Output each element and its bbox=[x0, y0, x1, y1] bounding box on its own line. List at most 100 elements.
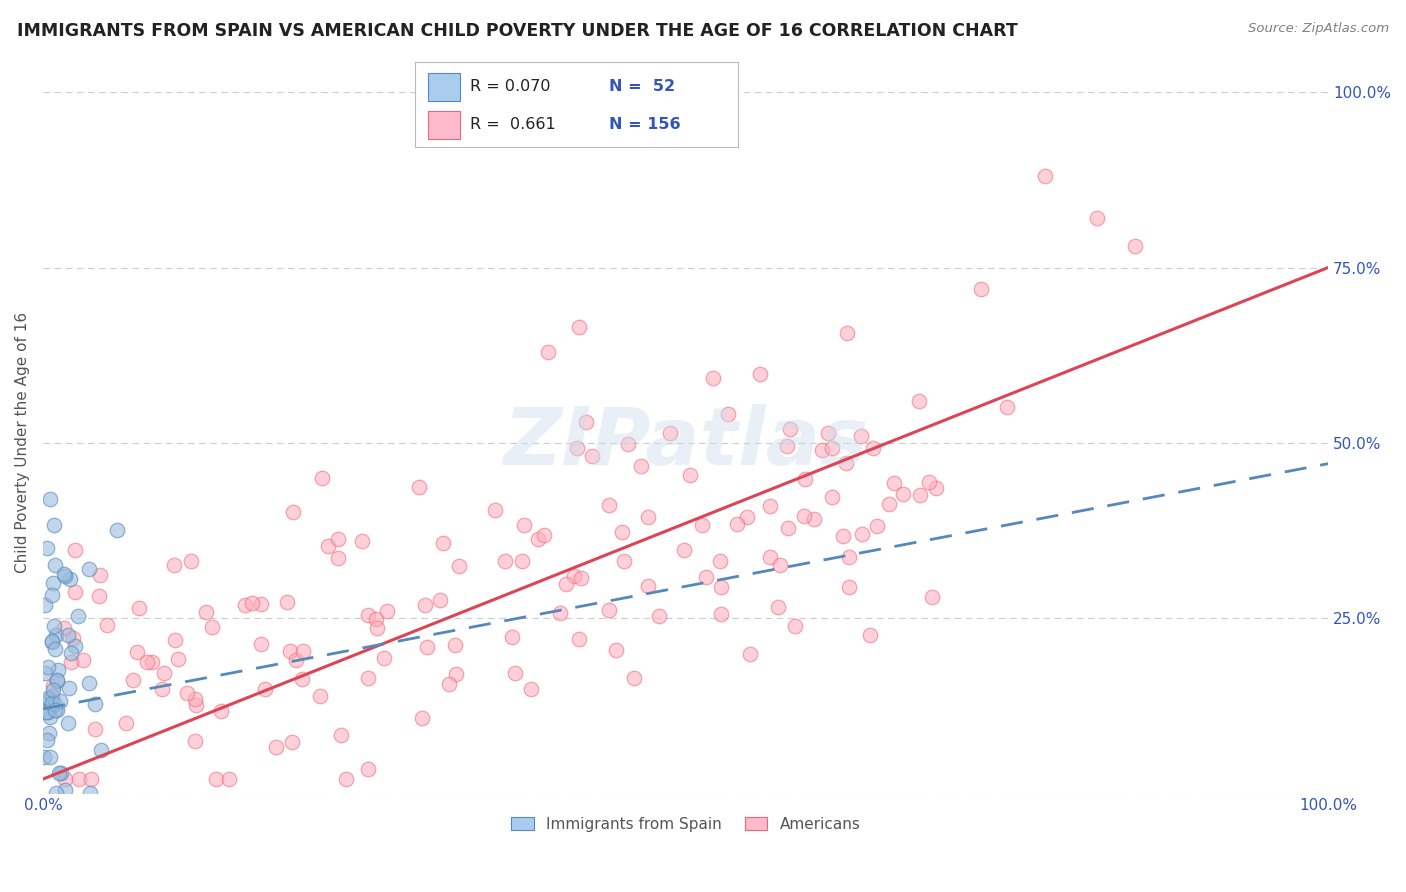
Point bbox=[429, 592, 451, 607]
Point bbox=[41, 633, 63, 648]
Point bbox=[565, 441, 588, 455]
Point bbox=[67, 772, 90, 786]
Point bbox=[53, 569, 76, 583]
Point bbox=[735, 509, 758, 524]
Point bbox=[835, 457, 858, 471]
Point bbox=[891, 486, 914, 500]
Point bbox=[39, 696, 62, 710]
Point bbox=[851, 526, 873, 541]
Point bbox=[432, 535, 454, 549]
Point bbox=[44, 558, 66, 572]
Point bbox=[180, 554, 202, 568]
Point bbox=[569, 570, 592, 584]
Point bbox=[437, 677, 460, 691]
Point bbox=[201, 619, 224, 633]
Point bbox=[883, 475, 905, 490]
Point bbox=[494, 554, 516, 568]
Point bbox=[710, 607, 733, 621]
Point bbox=[783, 619, 806, 633]
Point bbox=[526, 532, 548, 546]
Point bbox=[484, 502, 506, 516]
Text: N = 156: N = 156 bbox=[609, 117, 681, 132]
Point bbox=[280, 735, 302, 749]
Point bbox=[910, 488, 932, 502]
Point bbox=[318, 540, 340, 554]
Point bbox=[768, 558, 790, 573]
Point bbox=[717, 407, 740, 421]
Point bbox=[276, 595, 298, 609]
Point bbox=[242, 596, 264, 610]
Point bbox=[648, 609, 671, 624]
Point bbox=[34, 666, 56, 681]
Point bbox=[195, 606, 218, 620]
Point bbox=[335, 772, 357, 786]
Point bbox=[38, 710, 60, 724]
Point bbox=[42, 575, 65, 590]
Point bbox=[45, 673, 67, 688]
Point bbox=[637, 510, 659, 524]
Point bbox=[281, 505, 304, 519]
Point bbox=[776, 439, 799, 453]
Point bbox=[658, 426, 681, 441]
Point bbox=[39, 750, 62, 764]
Point bbox=[364, 612, 387, 626]
Point bbox=[443, 638, 465, 652]
Point bbox=[53, 772, 76, 786]
Point bbox=[849, 429, 872, 443]
Point bbox=[56, 628, 79, 642]
Point bbox=[87, 589, 110, 603]
Point bbox=[831, 529, 853, 543]
Point bbox=[862, 442, 884, 456]
Point bbox=[285, 652, 308, 666]
Point bbox=[598, 498, 620, 512]
Point bbox=[42, 682, 65, 697]
Point bbox=[513, 518, 536, 533]
Point bbox=[49, 766, 72, 780]
Point bbox=[136, 655, 159, 669]
Point bbox=[612, 524, 634, 539]
Point bbox=[60, 646, 83, 660]
Point bbox=[209, 704, 232, 718]
Point bbox=[326, 550, 349, 565]
Point bbox=[184, 734, 207, 748]
Point bbox=[79, 562, 101, 576]
Point bbox=[153, 665, 176, 680]
Point bbox=[581, 449, 603, 463]
Point bbox=[352, 533, 374, 548]
Point bbox=[41, 697, 63, 711]
Legend: Immigrants from Spain, Americans: Immigrants from Spain, Americans bbox=[505, 811, 866, 838]
Point bbox=[766, 600, 789, 615]
Point bbox=[858, 628, 880, 642]
Point bbox=[416, 640, 439, 654]
Point bbox=[37, 659, 59, 673]
Point bbox=[45, 627, 67, 641]
Point bbox=[52, 567, 75, 582]
Point bbox=[253, 682, 276, 697]
Point bbox=[598, 603, 620, 617]
Point bbox=[554, 577, 576, 591]
Point bbox=[672, 542, 695, 557]
Point bbox=[838, 580, 860, 594]
Point bbox=[533, 528, 555, 542]
Point bbox=[32, 749, 55, 764]
Point bbox=[48, 694, 70, 708]
Point bbox=[803, 512, 825, 526]
Point bbox=[63, 542, 86, 557]
Point bbox=[249, 597, 271, 611]
Point bbox=[166, 652, 188, 666]
Point bbox=[56, 715, 79, 730]
Point bbox=[794, 472, 817, 486]
Point bbox=[63, 639, 86, 653]
Point bbox=[413, 598, 436, 612]
Point bbox=[679, 468, 702, 483]
Point bbox=[58, 681, 80, 695]
Text: ZIPatlas: ZIPatlas bbox=[503, 404, 868, 482]
Point bbox=[79, 772, 101, 786]
Point bbox=[38, 491, 60, 506]
Point bbox=[44, 703, 66, 717]
Y-axis label: Child Poverty Under the Age of 16: Child Poverty Under the Age of 16 bbox=[15, 312, 30, 574]
Text: N =  52: N = 52 bbox=[609, 78, 675, 94]
Point bbox=[749, 367, 772, 381]
Point bbox=[83, 697, 105, 711]
Point bbox=[811, 442, 834, 457]
